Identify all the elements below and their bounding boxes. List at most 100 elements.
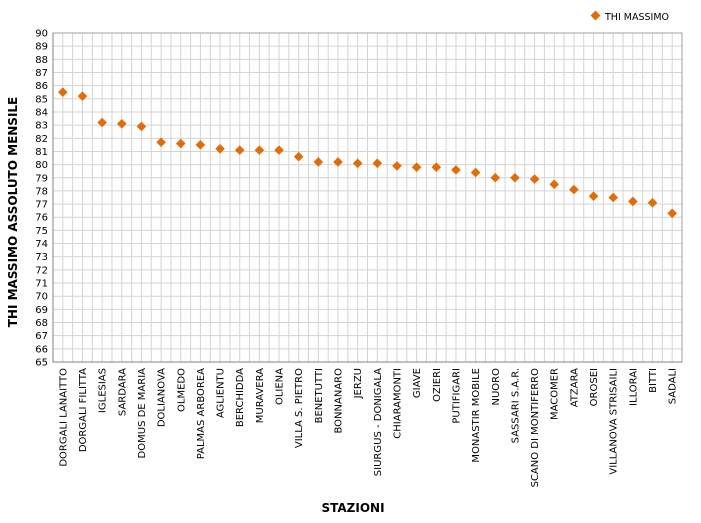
y-tick-label: 78	[35, 186, 48, 197]
x-tick-label: DOMUS DE MARIA	[137, 368, 148, 459]
data-point	[411, 162, 422, 173]
data-point	[431, 162, 442, 173]
data-point	[175, 138, 186, 149]
data-point	[529, 174, 540, 184]
data-point	[156, 137, 166, 148]
x-tick-label: DORGALI FILITTA	[78, 368, 89, 452]
data-point	[77, 91, 88, 101]
y-axis-label: THI MASSIMO ASSOLUTO MENSILE	[6, 97, 20, 328]
y-tick-label: 71	[35, 279, 48, 290]
x-tick-label: OLIENA	[275, 368, 286, 405]
data-point	[254, 145, 265, 155]
data-point	[451, 165, 461, 175]
x-tick-label: SADALI	[668, 368, 679, 404]
y-tick-label: 68	[35, 318, 48, 329]
data-point	[372, 158, 383, 169]
x-tick-label: AGLIENTU	[216, 368, 227, 418]
x-tick-label: CHIARAMONTI	[392, 368, 403, 439]
x-tick-label: SIURGUS - DONIGALA	[373, 368, 384, 476]
data-point	[352, 158, 363, 169]
data-point	[628, 196, 638, 207]
x-tick-label: PUTIFIGARI	[451, 368, 462, 424]
x-tick-label: OROSEI	[589, 368, 600, 406]
legend: THI MASSIMO	[590, 10, 669, 23]
data-point	[234, 145, 245, 155]
y-tick-label: 75	[35, 226, 48, 237]
data-point	[136, 121, 147, 132]
x-axis-label: STAZIONI	[321, 501, 384, 515]
data-point	[667, 208, 677, 219]
data-point	[58, 87, 68, 98]
y-tick-label: 90	[35, 29, 48, 40]
data-point	[195, 140, 206, 150]
data-point	[215, 144, 225, 154]
y-tick-label: 83	[35, 121, 48, 132]
x-tick-labels: DORGALI LANAITTO DORGALI FILITTA IGLESIAS S…	[58, 368, 678, 488]
data-point	[313, 157, 324, 167]
y-tick-label: 79	[35, 173, 48, 184]
x-tick-label: BITTI	[648, 368, 659, 393]
y-tick-label: 88	[35, 55, 48, 66]
data-point	[116, 119, 127, 129]
y-tick-label: 84	[35, 107, 48, 118]
x-tick-label: BONNANARO	[334, 368, 345, 434]
y-tick-label: 87	[35, 68, 48, 79]
legend-label: THI MASSIMO	[604, 12, 669, 23]
data-point	[97, 117, 107, 128]
y-tick-label: 77	[35, 200, 48, 211]
x-tick-label: ATZARA	[569, 368, 580, 407]
x-tick-label: MONASTIR MOBILE	[471, 368, 482, 463]
data-point	[647, 197, 658, 208]
x-tick-label: IGLESIAS	[98, 368, 109, 413]
axes	[52, 32, 683, 363]
data-point	[470, 167, 481, 178]
y-tick-label: 70	[35, 292, 48, 303]
data-point	[333, 157, 343, 167]
x-tick-label: MURAVERA	[255, 368, 266, 423]
y-tick-label: 81	[35, 147, 48, 158]
y-tick-label: 76	[35, 213, 48, 224]
y-tick-label: 74	[35, 239, 48, 250]
data-point	[293, 151, 304, 162]
x-tick-label: OLMEDO	[176, 368, 187, 412]
x-tick-label: JERZU	[353, 368, 364, 399]
data-point	[490, 172, 501, 183]
data-point	[569, 184, 579, 195]
x-tick-label: SARDARA	[117, 368, 128, 416]
legend-marker	[590, 10, 601, 21]
y-tick-label: 69	[35, 305, 48, 316]
x-tick-label: PALMAS ARBOREA	[196, 368, 207, 459]
grid	[52, 32, 683, 363]
y-tick-label: 82	[35, 134, 48, 145]
data-point	[510, 172, 520, 183]
y-tick-label: 85	[35, 94, 48, 105]
data-point	[392, 161, 402, 171]
x-tick-label: MACOMER	[550, 368, 561, 420]
y-tick-labels: 65 66 67 68 69 70 71 72 73 74 75 76 77 78 79 80 81 82 83 84…	[35, 29, 48, 369]
y-tick-label: 89	[35, 42, 48, 53]
y-tick-label: 80	[35, 160, 48, 171]
y-tick-label: 72	[35, 265, 48, 276]
y-tick-label: 66	[35, 344, 48, 355]
y-tick-label: 65	[35, 358, 48, 369]
x-tick-label: BENETUTTI	[314, 368, 325, 423]
data-points	[58, 87, 677, 219]
y-tick-label: 86	[35, 81, 48, 92]
y-tick-label: 67	[35, 331, 48, 342]
x-tick-label: SCANO DI MONTIFERRO	[530, 368, 541, 488]
data-point	[549, 179, 560, 190]
x-tick-label: DORGALI LANAITTO	[58, 368, 69, 467]
x-tick-label: OZIERI	[432, 368, 443, 402]
x-tick-label: VILLANOVA STRISAILI	[609, 368, 620, 475]
x-tick-label: ILLORAI	[628, 368, 639, 406]
x-tick-label: VILLA S. PIETRO	[294, 368, 305, 448]
x-tick-label: DOLIANOVA	[157, 368, 168, 427]
x-tick-label: BERCHIDDA	[235, 368, 246, 427]
data-point	[274, 145, 284, 155]
x-tick-label: SASSARI S.A.R.	[510, 368, 521, 443]
y-tick-label: 73	[35, 252, 48, 263]
data-point	[588, 191, 599, 201]
data-point	[608, 192, 619, 203]
x-tick-label: GIAVE	[412, 368, 423, 398]
